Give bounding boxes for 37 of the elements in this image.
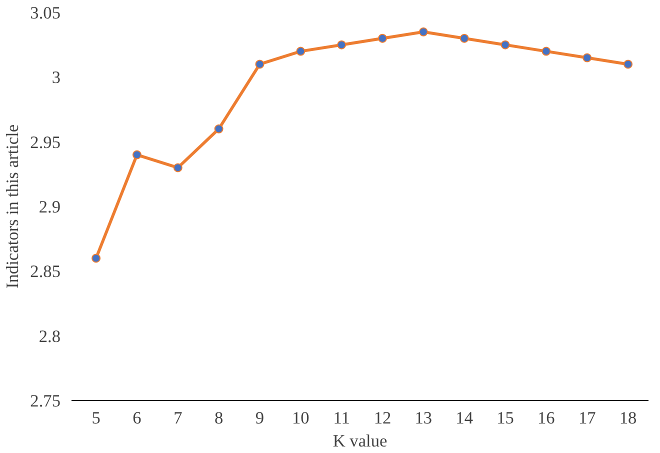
y-tick-label: 2.75 (30, 392, 61, 410)
point (542, 46, 551, 56)
y-tick-label: 2.9 (38, 198, 61, 216)
x-tick-label: 8 (214, 408, 224, 428)
x-tick-label: 15 (496, 408, 514, 428)
y-tick-label: 3 (52, 68, 61, 88)
x-tick-label: 10 (292, 408, 310, 428)
x-tick-label: 11 (333, 408, 350, 428)
y-tick-label: 3.05 (30, 4, 61, 22)
x-tick-label: 7 (174, 408, 183, 428)
x-tick-label: 9 (255, 408, 264, 428)
point (337, 40, 346, 50)
x-tick-label: 14 (456, 408, 474, 428)
point (582, 53, 592, 62)
point (92, 254, 101, 263)
x-tick-label: 6 (132, 408, 142, 428)
point (500, 40, 510, 50)
x-tick-label: 18 (619, 408, 637, 428)
x-tick-label: 5 (92, 408, 100, 428)
point (418, 27, 428, 36)
y-tick-label: 2.95 (30, 132, 61, 152)
x-tick-label: 16 (538, 408, 556, 428)
point (214, 124, 224, 134)
y-axis-title: Indicators in this article (3, 124, 22, 289)
x-tick-label: 12 (374, 408, 392, 428)
point (460, 34, 469, 43)
y-tick-label: 2.8 (38, 326, 61, 346)
point (378, 34, 388, 43)
x-axis-title: K value (332, 432, 388, 450)
point (624, 60, 633, 69)
point (296, 46, 306, 56)
point (255, 60, 264, 69)
x-tick-label: 13 (414, 408, 432, 428)
point (173, 163, 182, 172)
point (132, 150, 142, 160)
y-tick-label: 2.85 (30, 262, 61, 282)
x-tick-label: 17 (578, 408, 596, 428)
